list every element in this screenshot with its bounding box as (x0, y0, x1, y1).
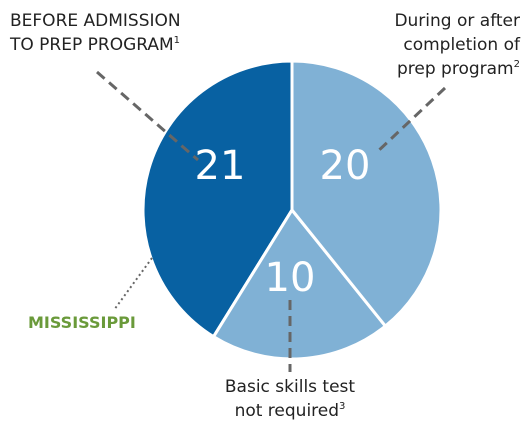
slice-label: completion of (403, 35, 521, 55)
slice-label: Basic skills test (225, 377, 356, 397)
slice-label: During or after (394, 11, 520, 31)
slice-label: BEFORE ADMISSION (10, 11, 181, 31)
slice-label: prep program2 (397, 59, 520, 79)
annotation-leader (113, 257, 153, 311)
footnote-mark: 1 (174, 35, 180, 46)
annotation: MISSISSIPPI (28, 313, 136, 332)
leader-line (96, 70, 199, 162)
slice-label: not required3 (235, 401, 346, 421)
data-label: 20 (320, 143, 371, 189)
footnote-mark: 2 (514, 59, 520, 70)
slice-label: TO PREP PROGRAM1 (9, 35, 180, 55)
data-label: 21 (195, 143, 246, 189)
pie-slice (211, 207, 388, 361)
data-label: 10 (265, 255, 316, 301)
footnote-mark: 3 (339, 401, 345, 412)
